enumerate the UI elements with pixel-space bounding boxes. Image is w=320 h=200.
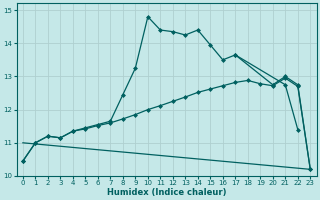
X-axis label: Humidex (Indice chaleur): Humidex (Indice chaleur) <box>107 188 226 197</box>
